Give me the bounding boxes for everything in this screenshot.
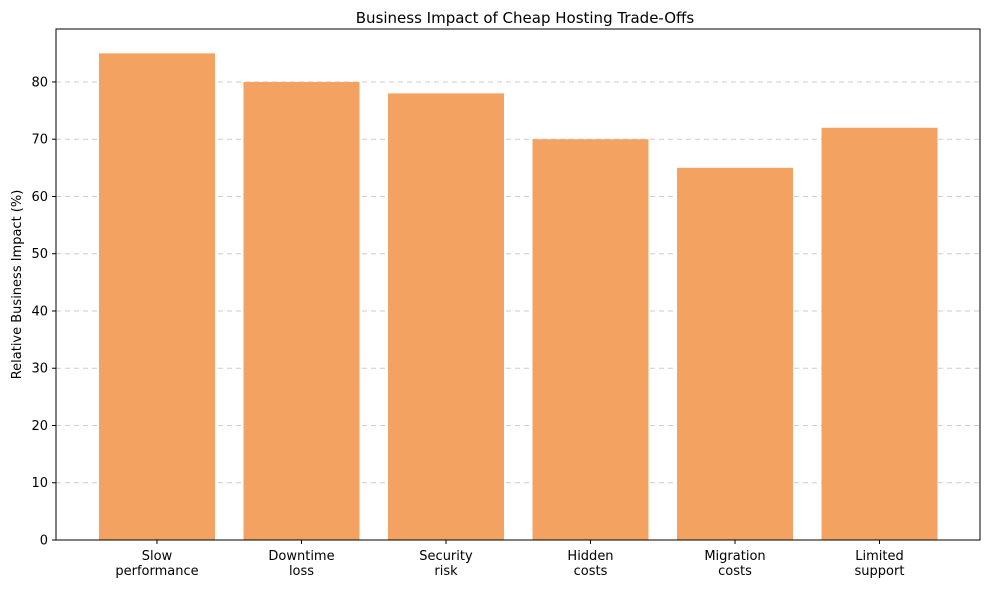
axes	[55, 28, 981, 541]
bar	[532, 139, 649, 540]
y-tick-label: 70	[31, 133, 48, 148]
x-tick-label-line: Slow	[142, 549, 173, 564]
bar	[677, 167, 793, 540]
x-tick-label-line: performance	[115, 564, 198, 579]
y-tick-label: 40	[31, 304, 48, 319]
y-tick-label: 60	[31, 190, 48, 205]
x-tick-label-line: costs	[574, 564, 608, 579]
x-tick-label-line: Downtime	[268, 549, 334, 564]
chart-title: Business Impact of Cheap Hosting Trade-O…	[356, 9, 695, 27]
bar	[388, 93, 504, 540]
y-tick-label: 10	[31, 476, 48, 491]
x-tick-label-line: risk	[434, 564, 458, 579]
bar	[243, 81, 360, 540]
y-axis-title: Relative Business Impact (%)	[10, 190, 25, 380]
x-tick-label: Slow performance	[115, 549, 198, 579]
x-tick-label-line: Hidden	[567, 549, 613, 564]
x-axis-ticks: Slow performance Downtime loss Security risk H…	[115, 540, 904, 579]
x-tick-label-line: loss	[289, 564, 314, 579]
x-tick-label-line: Security	[419, 549, 473, 564]
x-tick-label: Hidden costs	[567, 549, 613, 579]
y-tick-label: 50	[31, 247, 48, 262]
x-tick-label: Downtime loss	[268, 549, 334, 579]
x-tick-label-line: Migration	[704, 549, 765, 564]
y-tick-label: 30	[31, 362, 48, 377]
bars	[99, 53, 938, 540]
bar	[99, 53, 215, 540]
y-tick-label: 20	[31, 419, 48, 434]
y-axis-ticks: 0 10 20 30 40 50 60 70 80	[31, 75, 56, 549]
x-tick-label-line: support	[855, 564, 905, 579]
x-tick-label: Security risk	[419, 549, 473, 579]
x-tick-label-line: Limited	[855, 549, 903, 564]
y-tick-label: 80	[31, 75, 48, 90]
x-tick-label-line: costs	[718, 564, 752, 579]
x-tick-label: Migration costs	[704, 549, 765, 579]
bar	[821, 127, 938, 540]
y-tick-label: 0	[40, 534, 48, 549]
x-tick-label: Limited support	[855, 549, 905, 579]
plot-frame	[55, 28, 981, 541]
